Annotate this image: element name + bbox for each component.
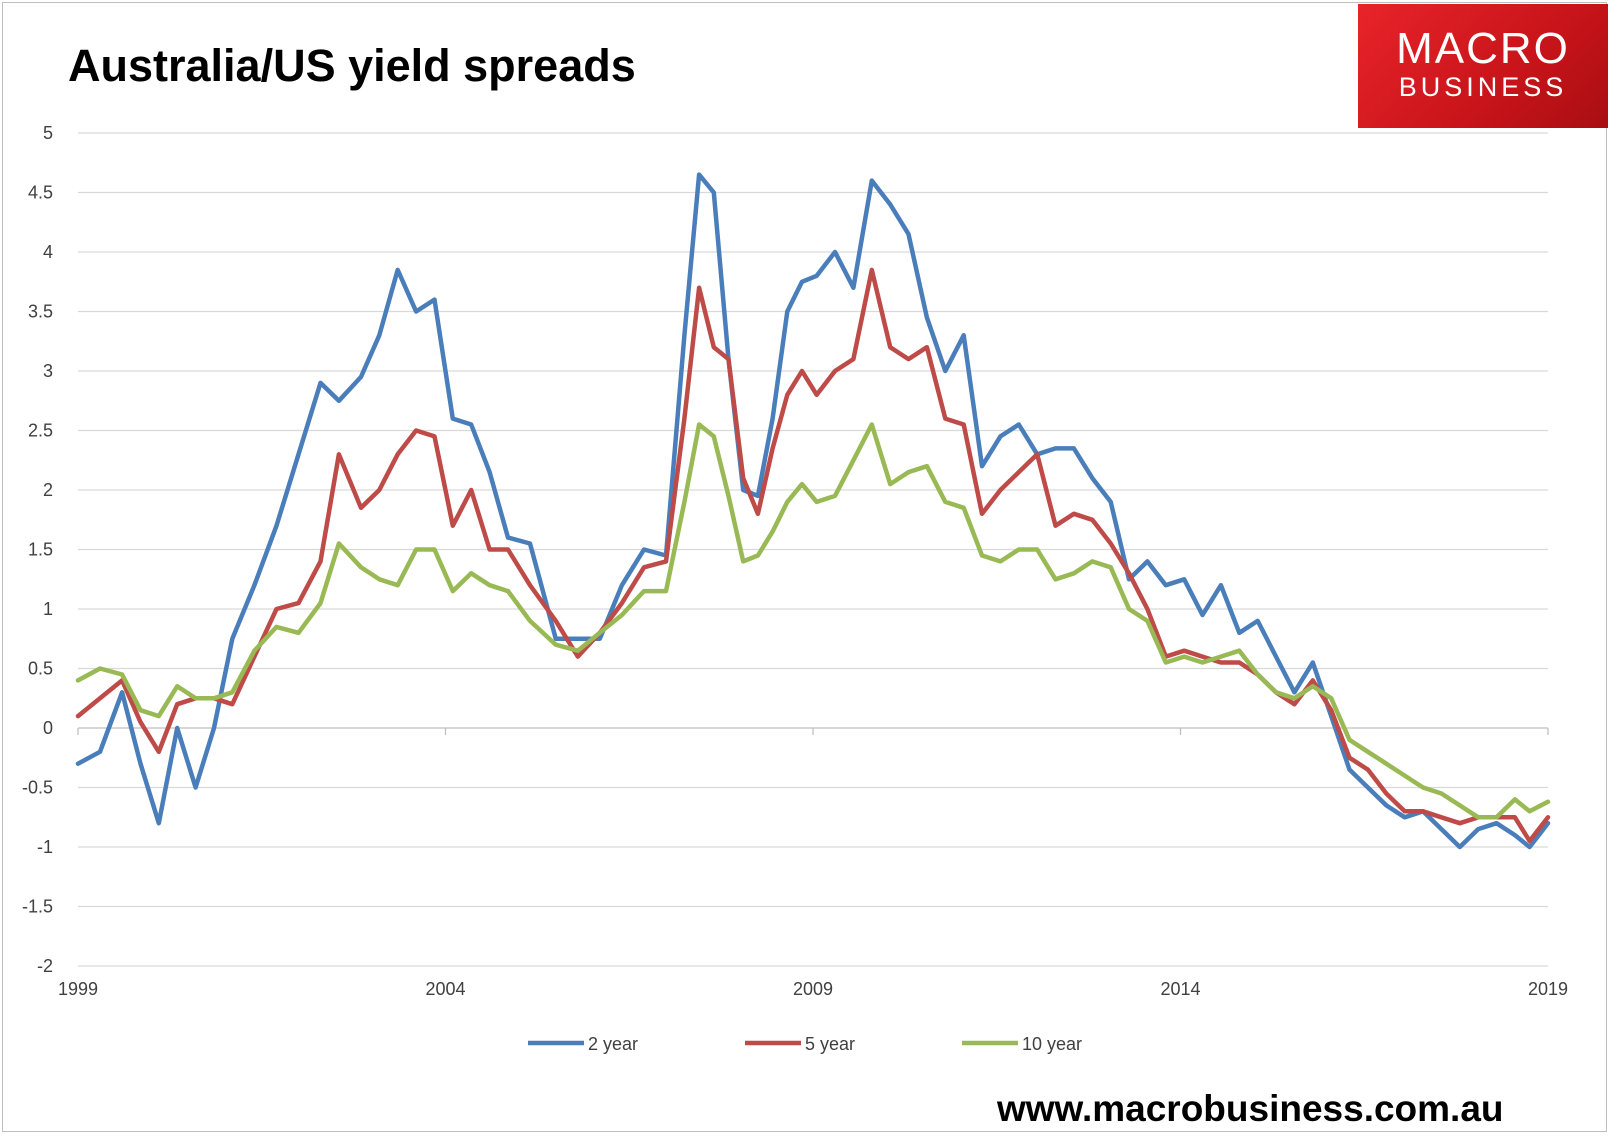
y-tick-label: 5 xyxy=(43,123,53,143)
y-tick-label: -1.5 xyxy=(22,897,53,917)
y-tick-label: 2 xyxy=(43,480,53,500)
logo-line-2: BUSINESS xyxy=(1398,72,1568,102)
x-tick-label: 2014 xyxy=(1160,979,1200,999)
series-line-5-year xyxy=(75,267,1551,844)
legend-label: 2 year xyxy=(588,1034,638,1054)
y-tick-label: 2.5 xyxy=(28,421,53,441)
y-tick-label: 3 xyxy=(43,361,53,381)
y-tick-label: 1 xyxy=(43,599,53,619)
legend-label: 5 year xyxy=(805,1034,855,1054)
y-tick-label: -2 xyxy=(37,956,53,976)
logo-line-1: MACRO xyxy=(1396,24,1570,73)
y-tick-label: 3.5 xyxy=(28,302,53,322)
x-tick-label: 2004 xyxy=(425,979,465,999)
chart-title: Australia/US yield spreads xyxy=(68,40,636,91)
y-tick-label: 4 xyxy=(43,242,53,262)
series-line-2-year xyxy=(75,172,1551,850)
y-tick-label: 0 xyxy=(43,718,53,738)
y-tick-label: -0.5 xyxy=(22,778,53,798)
website-url: www.macrobusiness.com.au xyxy=(997,1088,1504,1129)
x-tick-label: 2009 xyxy=(793,979,833,999)
legend-label: 10 year xyxy=(1022,1034,1082,1054)
macrobusiness-logo: MACRO BUSINESS xyxy=(1358,4,1608,128)
y-tick-label: 4.5 xyxy=(28,183,53,203)
y-tick-label: 0.5 xyxy=(28,659,53,679)
y-tick-label: 1.5 xyxy=(28,540,53,560)
x-tick-label: 2019 xyxy=(1528,979,1568,999)
y-tick-label: -1 xyxy=(37,837,53,857)
series-line-10-year xyxy=(75,422,1551,820)
x-tick-label: 1999 xyxy=(58,979,98,999)
